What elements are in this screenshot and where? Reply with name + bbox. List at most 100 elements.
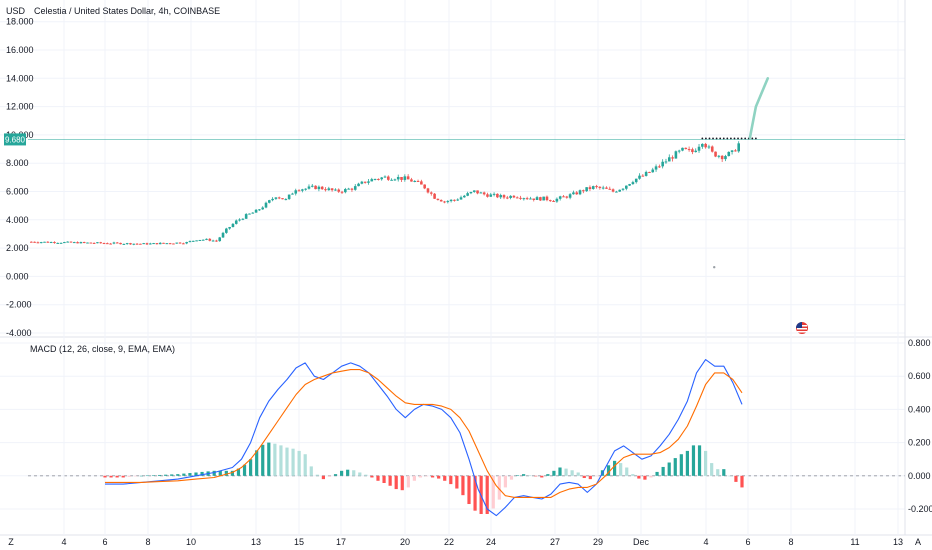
candle-body[interactable] (512, 195, 516, 198)
candle-body[interactable] (168, 243, 172, 245)
candle-body[interactable] (403, 176, 407, 180)
candle-body[interactable] (674, 151, 678, 159)
candle-body[interactable] (681, 147, 684, 151)
candle-body[interactable] (340, 191, 344, 193)
candle-body[interactable] (628, 184, 631, 186)
candle-body[interactable] (165, 243, 169, 245)
candle-body[interactable] (377, 178, 380, 180)
candle-body[interactable] (307, 186, 311, 189)
candle-body[interactable] (734, 150, 737, 152)
candle-body[interactable] (648, 171, 651, 173)
candle-body[interactable] (122, 243, 126, 245)
candle-body[interactable] (638, 175, 641, 179)
candle-body[interactable] (582, 190, 585, 192)
candle-body[interactable] (268, 200, 271, 203)
candle-body[interactable] (697, 146, 701, 151)
candle-body[interactable] (615, 191, 618, 193)
candle-body[interactable] (631, 182, 635, 185)
candle-body[interactable] (119, 242, 122, 245)
candle-body[interactable] (175, 242, 179, 244)
candle-body[interactable] (49, 242, 53, 244)
candle-body[interactable] (46, 241, 50, 243)
candle-body[interactable] (370, 179, 374, 182)
candle-body[interactable] (658, 166, 661, 168)
candle-body[interactable] (172, 243, 175, 245)
candle-body[interactable] (89, 242, 93, 244)
candle-body[interactable] (383, 176, 387, 178)
candle-body[interactable] (162, 242, 165, 244)
candle-body[interactable] (565, 196, 569, 198)
candle-body[interactable] (198, 239, 202, 241)
candle-body[interactable] (522, 198, 526, 200)
candle-body[interactable] (572, 192, 575, 195)
candle-body[interactable] (30, 241, 33, 243)
candle-body[interactable] (297, 190, 301, 192)
candle-body[interactable] (211, 240, 215, 242)
candle-body[interactable] (436, 198, 440, 200)
candle-body[interactable] (228, 227, 231, 229)
candle-body[interactable] (684, 147, 688, 150)
candle-body[interactable] (139, 243, 142, 245)
candle-body[interactable] (158, 242, 162, 245)
candle-body[interactable] (53, 242, 56, 244)
candle-body[interactable] (251, 212, 255, 214)
candle-body[interactable] (720, 155, 724, 160)
candle-body[interactable] (324, 189, 327, 191)
candle-body[interactable] (449, 199, 453, 202)
macd-line[interactable] (105, 359, 743, 517)
candle-body[interactable] (429, 192, 433, 194)
candle-body[interactable] (373, 178, 377, 180)
candle-body[interactable] (102, 243, 106, 245)
candle-body[interactable] (261, 207, 264, 210)
candle-body[interactable] (694, 150, 698, 153)
candle-body[interactable] (413, 180, 417, 182)
candle-body[interactable] (595, 186, 598, 188)
candle-body[interactable] (254, 209, 258, 213)
candle-body[interactable] (420, 181, 423, 185)
candle-body[interactable] (535, 197, 539, 201)
candle-body[interactable] (92, 242, 96, 244)
candle-body[interactable] (621, 188, 625, 190)
candle-body[interactable] (367, 181, 370, 183)
candle-body[interactable] (704, 143, 707, 148)
candle-body[interactable] (525, 198, 529, 200)
candle-body[interactable] (469, 191, 473, 194)
candle-body[interactable] (539, 197, 542, 201)
candle-body[interactable] (502, 195, 506, 198)
candle-body[interactable] (182, 243, 185, 245)
candle-body[interactable] (555, 198, 559, 202)
candle-body[interactable] (82, 242, 86, 244)
candle-body[interactable] (294, 190, 298, 194)
candle-body[interactable] (730, 150, 734, 152)
candle-body[interactable] (195, 240, 198, 242)
candle-body[interactable] (271, 198, 274, 201)
candle-body[interactable] (423, 184, 426, 189)
candle-body[interactable] (337, 189, 341, 192)
candle-body[interactable] (201, 239, 205, 241)
candle-body[interactable] (56, 242, 60, 244)
candle-body[interactable] (439, 199, 443, 202)
candle-body[interactable] (714, 151, 717, 157)
candle-body[interactable] (79, 242, 83, 244)
us-flag-icon[interactable] (796, 322, 808, 334)
candle-body[interactable] (472, 190, 476, 192)
auto-scale-icon[interactable]: A (915, 537, 921, 547)
candle-body[interactable] (605, 187, 608, 189)
candle-body[interactable] (459, 197, 463, 200)
candle-body[interactable] (191, 240, 195, 242)
candle-body[interactable] (96, 242, 99, 244)
candle-body[interactable] (677, 150, 681, 152)
candle-body[interactable] (241, 218, 245, 220)
candle-body[interactable] (344, 189, 347, 193)
candle-body[interactable] (691, 149, 694, 153)
candle-body[interactable] (710, 146, 714, 152)
candle-body[interactable] (360, 181, 364, 184)
candle-body[interactable] (562, 196, 565, 198)
candle-body[interactable] (456, 199, 460, 201)
candle-body[interactable] (36, 242, 40, 244)
candle-body[interactable] (301, 189, 304, 191)
candle-body[interactable] (446, 201, 450, 203)
candle-body[interactable] (72, 242, 76, 244)
candle-body[interactable] (608, 188, 612, 190)
candle-body[interactable] (466, 193, 469, 196)
